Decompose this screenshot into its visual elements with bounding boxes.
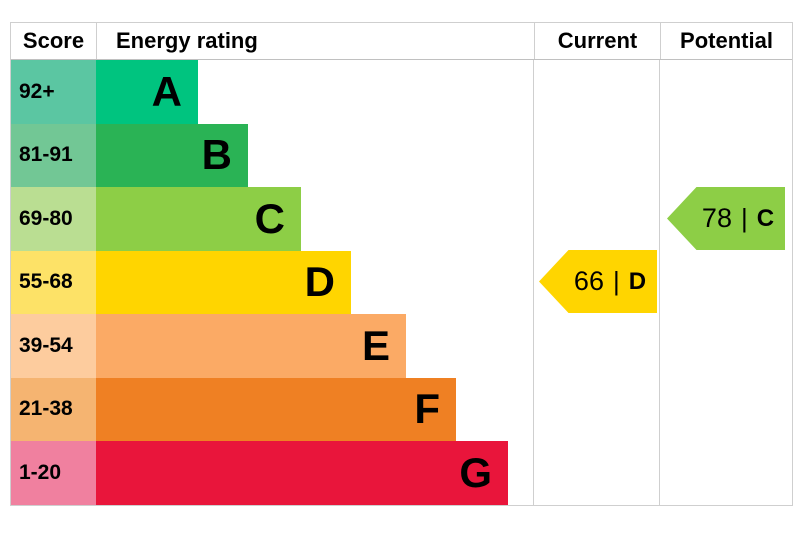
potential-column-header: Potential: [660, 23, 792, 59]
band-bar: C: [96, 187, 301, 251]
band-row-a: 92+ A: [11, 60, 792, 124]
current-column-header: Current: [534, 23, 660, 59]
band-bar: A: [96, 60, 198, 124]
band-bar: B: [96, 123, 248, 187]
band-bar: G: [96, 441, 508, 505]
band-row-g: 1-20 G: [11, 441, 792, 505]
energy-rating-column-header: Energy rating: [96, 23, 534, 59]
epc-rating-chart: Score Energy rating Current Potential 92…: [10, 22, 793, 506]
band-score-label: 1-20: [11, 441, 96, 505]
band-bar: E: [96, 314, 406, 378]
band-row-e: 39-54 E: [11, 314, 792, 378]
chart-header: Score Energy rating Current Potential: [11, 23, 792, 60]
band-row-b: 81-91 B: [11, 123, 792, 187]
chart-body: 92+ A 81-91 B 69-80 C 55-68 D 39-54: [11, 60, 792, 505]
band-letter: C: [254, 194, 285, 242]
potential-rating-value: 78: [701, 203, 732, 233]
band-letter: G: [459, 448, 492, 496]
band-bar: F: [96, 377, 456, 441]
band-letter: B: [201, 131, 232, 179]
band-row-c: 69-80 C: [11, 187, 792, 251]
potential-rating-letter: C: [756, 204, 775, 232]
potential-rating-separator: |: [740, 203, 748, 233]
band-letter: A: [151, 67, 182, 115]
band-bar: D: [96, 250, 351, 314]
score-column-header: Score: [22, 28, 85, 53]
current-column-divider: [533, 60, 534, 505]
potential-column-divider: [659, 60, 660, 505]
band-row-d: 55-68 D: [11, 250, 792, 314]
band-score-label: 92+: [11, 60, 96, 124]
band-score-label: 69-80: [11, 187, 96, 251]
band-letter: D: [304, 258, 335, 306]
current-rating-arrow: 66 | D: [539, 250, 657, 313]
band-letter: F: [414, 385, 440, 433]
band-letter: E: [361, 321, 390, 369]
band-score-label: 81-91: [11, 123, 96, 187]
band-score-label: 21-38: [11, 377, 96, 441]
current-rating-value: 66: [573, 266, 604, 296]
current-rating-letter: D: [628, 267, 647, 295]
band-score-label: 55-68: [11, 250, 96, 314]
band-score-label: 39-54: [11, 314, 96, 378]
current-rating-separator: |: [612, 266, 620, 296]
potential-rating-arrow: 78 | C: [667, 187, 785, 250]
band-row-f: 21-38 F: [11, 377, 792, 441]
